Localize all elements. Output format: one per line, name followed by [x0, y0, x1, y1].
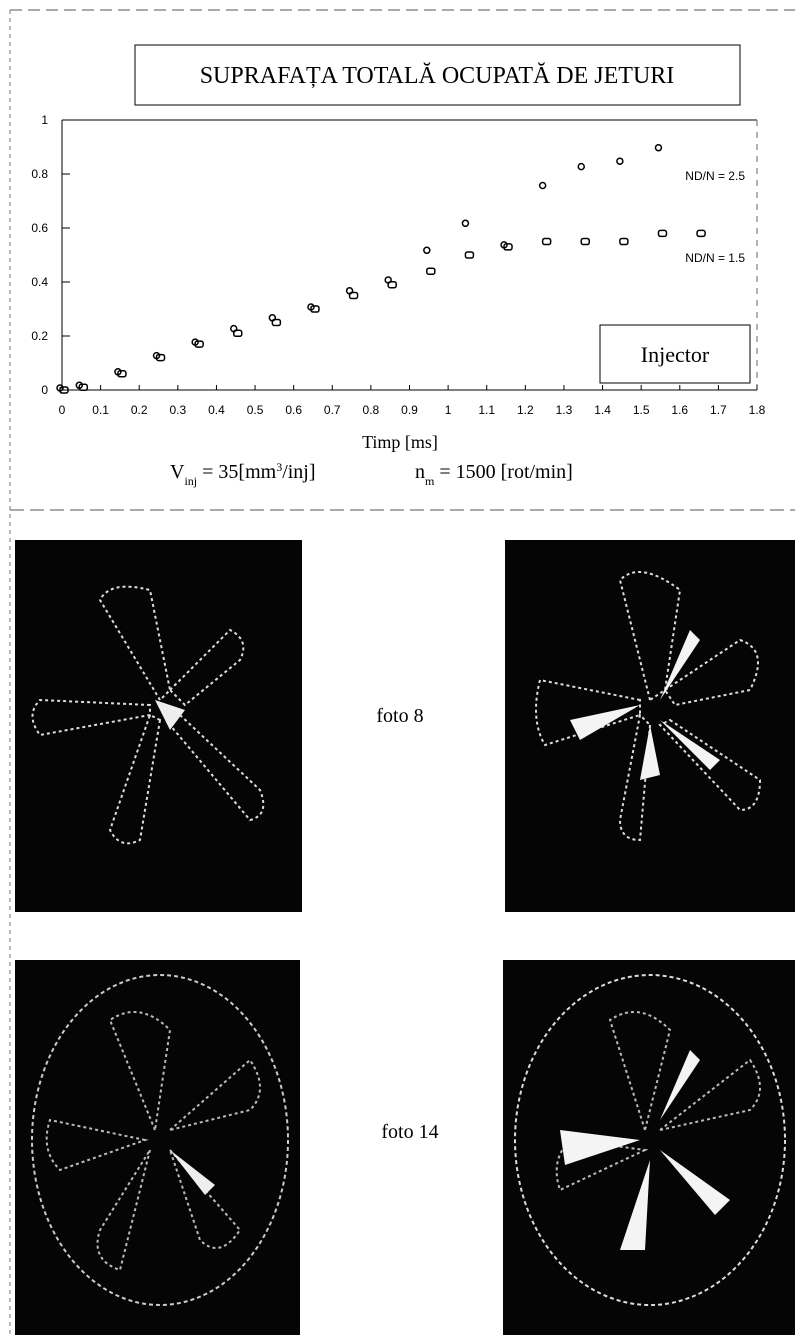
x-tick-label: 1.4 — [594, 403, 611, 417]
annotation: Injector — [641, 342, 710, 367]
photo — [15, 960, 300, 1335]
x-tick-label: 1.5 — [633, 403, 650, 417]
y-tick-label: 0.6 — [31, 221, 48, 235]
x-tick-label: 0.4 — [208, 403, 225, 417]
x-axis-label: Timp [ms] — [362, 432, 438, 452]
x-tick-label: 0.3 — [169, 403, 186, 417]
x-tick-label: 0.8 — [363, 403, 380, 417]
x-tick-label: 0.1 — [92, 403, 109, 417]
condition-part: = 35[mm — [197, 461, 276, 483]
y-tick-label: 0.8 — [31, 167, 48, 181]
photo — [505, 540, 795, 912]
photo-caption: foto 8 — [376, 705, 423, 727]
photo-caption: foto 14 — [381, 1121, 438, 1143]
x-tick-label: 0 — [59, 403, 66, 417]
y-tick-label: 0 — [41, 383, 48, 397]
x-tick-label: 0.2 — [131, 403, 148, 417]
x-tick-label: 1.2 — [517, 403, 534, 417]
x-tick-label: 1.1 — [478, 403, 495, 417]
chart-title: SUPRAFAȚA TOTALĂ OCUPATĂ DE JETURI — [200, 63, 675, 89]
condition-part: n — [415, 461, 425, 483]
photo — [15, 540, 302, 912]
condition-part: = 1500 [rot/min] — [434, 461, 573, 483]
x-tick-label: 0.7 — [324, 403, 341, 417]
legend-label: ND/N = 1.5 — [685, 251, 745, 265]
x-tick-label: 0.6 — [285, 403, 302, 417]
condition-part: inj — [184, 474, 197, 488]
photo — [503, 960, 795, 1335]
y-tick-label: 0.2 — [31, 329, 48, 343]
legend-label: ND/N = 2.5 — [685, 169, 745, 183]
x-tick-label: 0.9 — [401, 403, 418, 417]
x-tick-label: 1.7 — [710, 403, 727, 417]
condition-part: /inj] — [282, 461, 315, 483]
y-tick-label: 1 — [41, 113, 48, 127]
x-tick-label: 1 — [445, 403, 452, 417]
x-tick-label: 1.8 — [749, 403, 766, 417]
y-tick-label: 0.4 — [31, 275, 48, 289]
x-tick-label: 0.5 — [247, 403, 264, 417]
page: SUPRAFAȚA TOTALĂ OCUPATĂ DE JETURI Injec… — [0, 0, 797, 1337]
x-tick-label: 1.3 — [556, 403, 573, 417]
condition-part: V — [170, 461, 185, 483]
x-tick-label: 1.6 — [671, 403, 688, 417]
document: SUPRAFAȚA TOTALĂ OCUPATĂ DE JETURI Injec… — [0, 0, 797, 1337]
